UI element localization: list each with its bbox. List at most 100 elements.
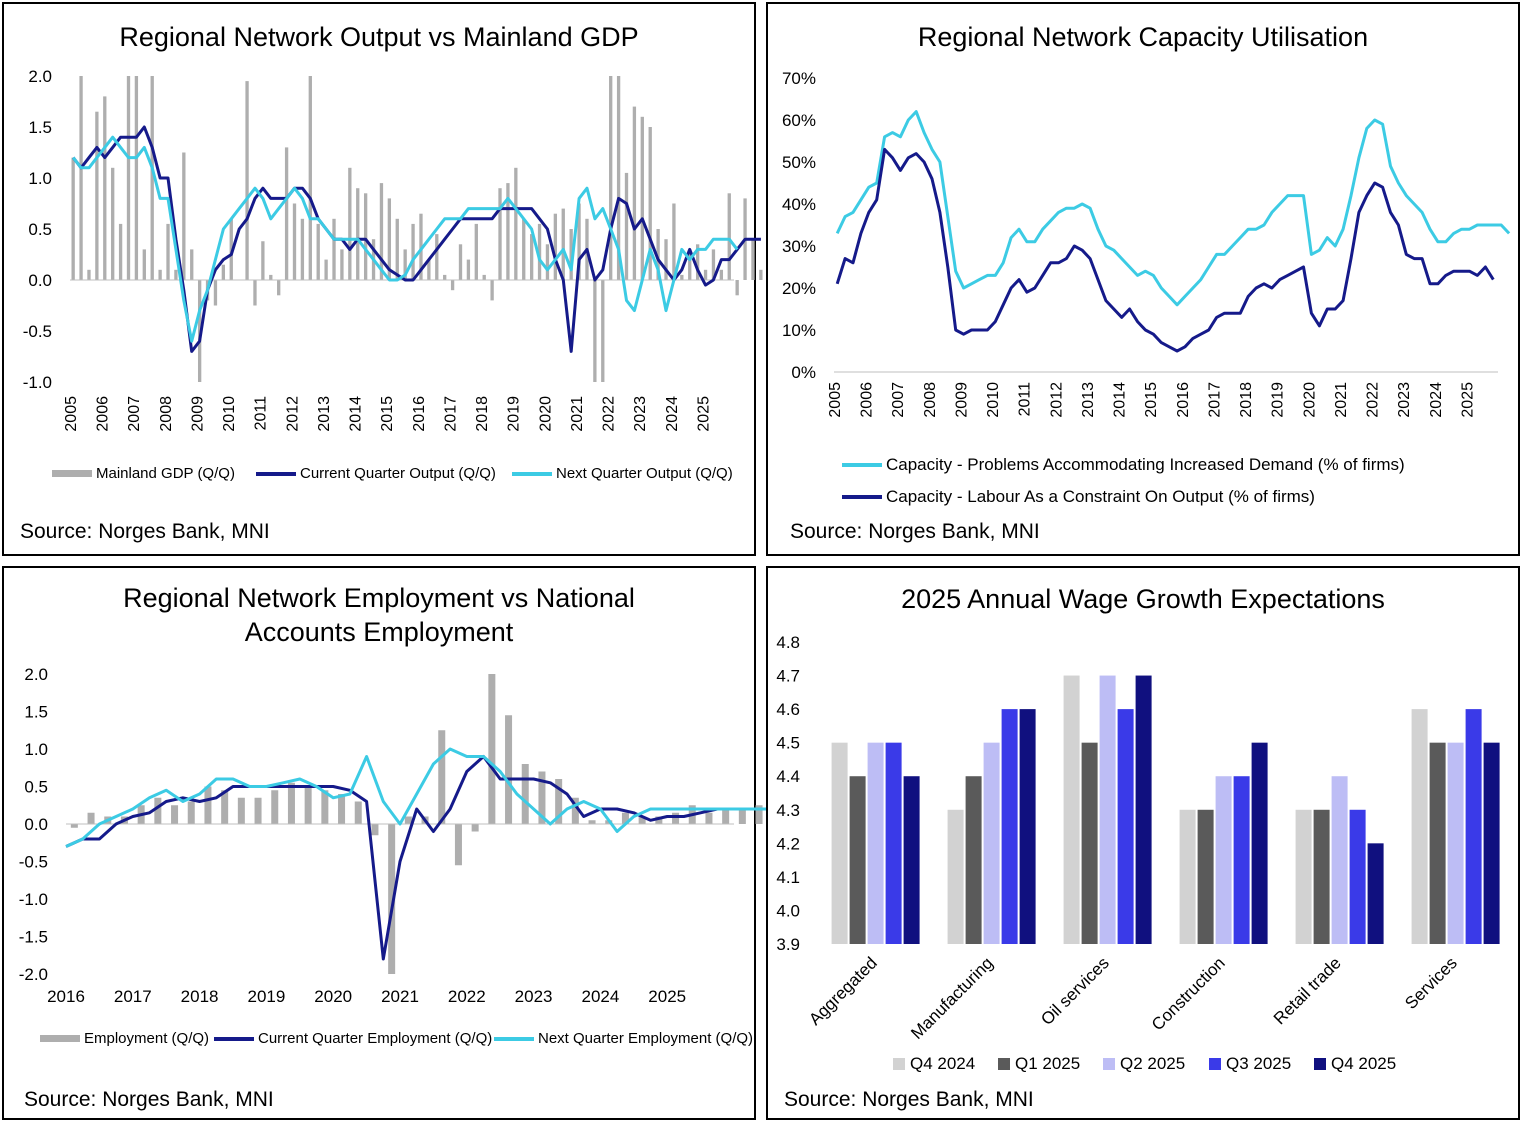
bar — [705, 812, 713, 824]
bar-q3_2025 — [1465, 709, 1482, 944]
bar-q3_2025 — [885, 742, 902, 944]
bar — [269, 274, 273, 280]
bar — [755, 805, 763, 824]
employment-legend-next: Next Quarter Employment (Q/Q) — [494, 1030, 753, 1047]
x-tick-label: 2007 — [890, 382, 907, 418]
bar — [601, 280, 605, 382]
bar — [348, 167, 352, 280]
y-tick-label: -1.5 — [19, 928, 48, 947]
bar — [688, 249, 692, 280]
bar-q2_2025 — [1215, 776, 1232, 944]
x-tick-label: 2025 — [695, 396, 712, 432]
x-tick-label: 2023 — [632, 396, 649, 432]
y-tick-label: 1.5 — [28, 118, 52, 137]
bar — [187, 801, 195, 824]
legend-swatch-q4-2024 — [893, 1058, 905, 1070]
bar-q3_2025 — [1233, 776, 1250, 944]
x-tick-label: 2019 — [506, 396, 523, 432]
x-tick-label: 2016 — [47, 987, 85, 1006]
x-tick-label: 2021 — [381, 987, 419, 1006]
bar — [474, 223, 478, 280]
bar — [87, 812, 95, 824]
bar — [284, 147, 289, 280]
bar — [95, 111, 99, 280]
bar — [287, 782, 295, 824]
bar — [395, 218, 399, 280]
x-tick-label: 2007 — [126, 396, 143, 432]
bar-q1_2025 — [1313, 809, 1330, 944]
bar — [569, 229, 573, 280]
capacity-source: Source: Norges Bank, MNI — [790, 520, 1040, 543]
bar — [427, 259, 431, 280]
x-tick-label: 2012 — [1048, 382, 1065, 418]
bar — [154, 797, 162, 824]
series-line-0 — [835, 110, 1511, 307]
x-tick-label: 2017 — [114, 987, 152, 1006]
wage-legend-q4-2025: Q4 2025 — [1314, 1054, 1396, 1074]
legend-swatch-grey-bar — [40, 1035, 80, 1042]
bar — [638, 816, 646, 824]
bar — [555, 779, 563, 824]
bar — [655, 816, 663, 824]
bar — [363, 193, 368, 280]
bar — [490, 280, 494, 301]
bar — [545, 244, 550, 280]
bar — [561, 208, 565, 280]
bar — [316, 223, 320, 280]
series-line-0 — [65, 755, 835, 961]
bar — [253, 280, 257, 306]
bar — [356, 188, 360, 280]
category-label: Construction — [1148, 953, 1229, 1034]
y-tick-label: 0% — [791, 363, 816, 382]
y-tick-label: 10% — [782, 321, 816, 340]
bar — [174, 269, 178, 280]
bar — [87, 269, 91, 280]
bar-q1_2025 — [1081, 742, 1098, 944]
bar — [711, 249, 716, 280]
x-tick-label: 2015 — [379, 396, 396, 432]
y-tick-label: 20% — [782, 279, 816, 298]
bar-q4_2025 — [1367, 843, 1384, 944]
capacity-legend-labour: Capacity - Labour As a Constraint On Out… — [842, 487, 1315, 507]
bar — [466, 259, 471, 280]
bar — [672, 203, 676, 280]
bar — [454, 824, 462, 866]
bar — [722, 809, 730, 824]
wage-legend-q2-2025: Q2 2025 — [1103, 1054, 1185, 1074]
bar — [672, 812, 680, 824]
wage-legend-q3-2025: Q3 2025 — [1209, 1054, 1291, 1074]
bar — [738, 809, 746, 824]
y-tick-label: 70% — [782, 69, 816, 88]
x-tick-label: 2018 — [1238, 382, 1255, 418]
y-tick-label: 4.6 — [776, 700, 800, 719]
x-tick-label: 2005 — [63, 396, 80, 432]
x-tick-label: 2022 — [601, 396, 618, 432]
bar-q4_2025 — [1019, 709, 1036, 944]
x-tick-label: 2016 — [411, 396, 428, 432]
bar-q2_2025 — [1447, 742, 1464, 944]
employment-legend-bars: Employment (Q/Q) — [40, 1030, 209, 1047]
x-tick-label: 2014 — [348, 396, 365, 432]
x-tick-label: 2017 — [1206, 382, 1223, 418]
wage-chart-panel: 2025 Annual Wage Growth Expectations 4.8… — [766, 566, 1520, 1120]
y-tick-label: 50% — [782, 153, 816, 172]
bar — [529, 234, 534, 280]
x-tick-label: 2010 — [985, 382, 1002, 418]
bar — [221, 264, 226, 280]
y-tick-label: 4.3 — [776, 801, 800, 820]
bar — [624, 172, 629, 280]
output-legend-next: Next Quarter Output (Q/Q) — [512, 465, 733, 482]
y-tick-label: 0.0 — [28, 271, 52, 290]
bar-q2_2025 — [983, 742, 1000, 944]
y-tick-label: 2.0 — [28, 67, 52, 86]
bar — [616, 76, 621, 280]
x-tick-label: 2024 — [664, 396, 681, 432]
bar — [471, 824, 479, 832]
bar — [505, 715, 513, 824]
bar — [506, 183, 510, 280]
bar — [632, 106, 637, 280]
bar-q1_2025 — [1197, 809, 1214, 944]
bar — [735, 280, 739, 296]
bar — [190, 249, 194, 280]
x-tick-label: 2020 — [1301, 382, 1318, 418]
